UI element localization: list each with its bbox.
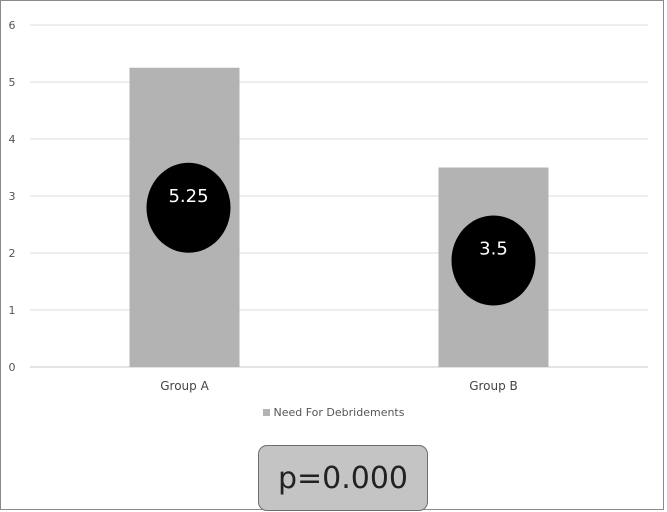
data-label: 3.5	[479, 239, 508, 260]
data-label: 5.25	[168, 186, 208, 207]
y-tick-label: 6	[9, 19, 16, 32]
data-label-bubble	[451, 215, 536, 306]
y-tick-label: 2	[9, 247, 16, 260]
p-value-text: p=0.000	[277, 460, 409, 496]
y-tick-label: 1	[9, 304, 16, 317]
y-tick-label: 0	[9, 361, 16, 374]
legend: Need For Debridements	[0, 406, 667, 419]
x-tick-label: Group B	[469, 379, 518, 393]
data-label-bubble	[146, 162, 231, 253]
legend-swatch	[262, 409, 270, 416]
p-value-box: p=0.000	[258, 445, 428, 511]
y-tick-label: 4	[9, 133, 16, 146]
legend-label: Need For Debridements	[273, 406, 405, 419]
bar-chart: 0 1 2 3 4 5 6 Group A 5.25 Group B 3.5	[9, 19, 648, 393]
y-tick-label: 3	[9, 190, 16, 203]
x-tick-label: Group A	[160, 379, 209, 393]
y-tick-label: 5	[9, 76, 16, 89]
